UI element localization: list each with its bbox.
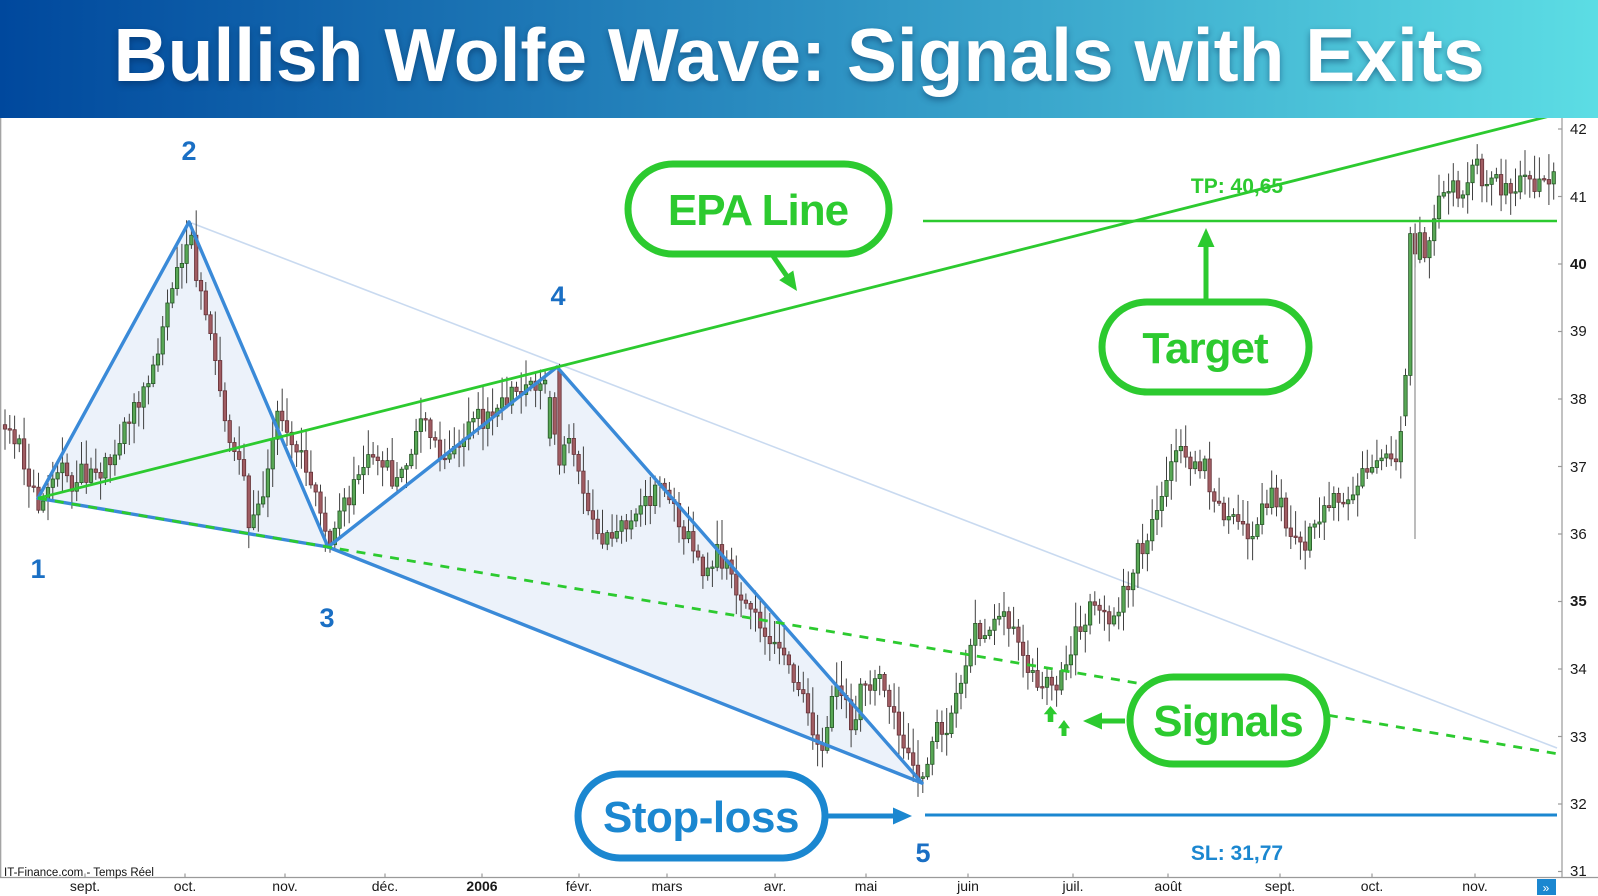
svg-text:déc.: déc. (372, 878, 398, 894)
svg-text:31: 31 (1570, 863, 1587, 880)
svg-text:41: 41 (1570, 189, 1587, 206)
svg-text:2006: 2006 (466, 878, 497, 894)
svg-text:oct.: oct. (174, 878, 197, 894)
svg-text:1: 1 (30, 554, 45, 584)
svg-text:sept.: sept. (70, 878, 100, 894)
svg-text:5: 5 (915, 838, 930, 868)
svg-text:37: 37 (1570, 459, 1587, 476)
svg-text:32: 32 (1570, 796, 1587, 813)
svg-text:Stop-loss: Stop-loss (603, 793, 799, 842)
svg-text:févr.: févr. (566, 878, 592, 894)
svg-text:2: 2 (181, 136, 196, 166)
svg-text:EPA Line: EPA Line (668, 186, 848, 235)
svg-text:août: août (1154, 878, 1181, 894)
svg-text:IT-Finance.com - Temps Réel: IT-Finance.com - Temps Réel (4, 867, 154, 879)
svg-text:42: 42 (1570, 121, 1587, 138)
svg-text:juin: juin (956, 878, 979, 894)
svg-text:avr.: avr. (764, 878, 787, 894)
svg-text:mars: mars (651, 878, 682, 894)
svg-text:oct.: oct. (1361, 878, 1384, 894)
svg-text:38: 38 (1570, 391, 1587, 408)
svg-text:39: 39 (1570, 323, 1587, 340)
svg-text:36: 36 (1570, 526, 1587, 543)
svg-text:40: 40 (1570, 256, 1587, 273)
svg-text:Target: Target (1142, 324, 1269, 373)
svg-text:nov.: nov. (1462, 878, 1487, 894)
svg-text:34: 34 (1570, 661, 1587, 678)
svg-text:35: 35 (1570, 593, 1587, 610)
svg-text:Signals: Signals (1153, 697, 1303, 746)
svg-text:»: » (1543, 881, 1550, 895)
svg-text:33: 33 (1570, 729, 1587, 746)
svg-text:mai: mai (855, 878, 878, 894)
svg-text:SL: 31,77: SL: 31,77 (1191, 842, 1283, 865)
svg-text:sept.: sept. (1265, 878, 1295, 894)
svg-text:4: 4 (550, 281, 565, 311)
svg-text:nov.: nov. (272, 878, 297, 894)
svg-text:juil.: juil. (1061, 878, 1083, 894)
svg-text:TP: 40,65: TP: 40,65 (1191, 175, 1284, 198)
svg-text:3: 3 (319, 603, 334, 633)
